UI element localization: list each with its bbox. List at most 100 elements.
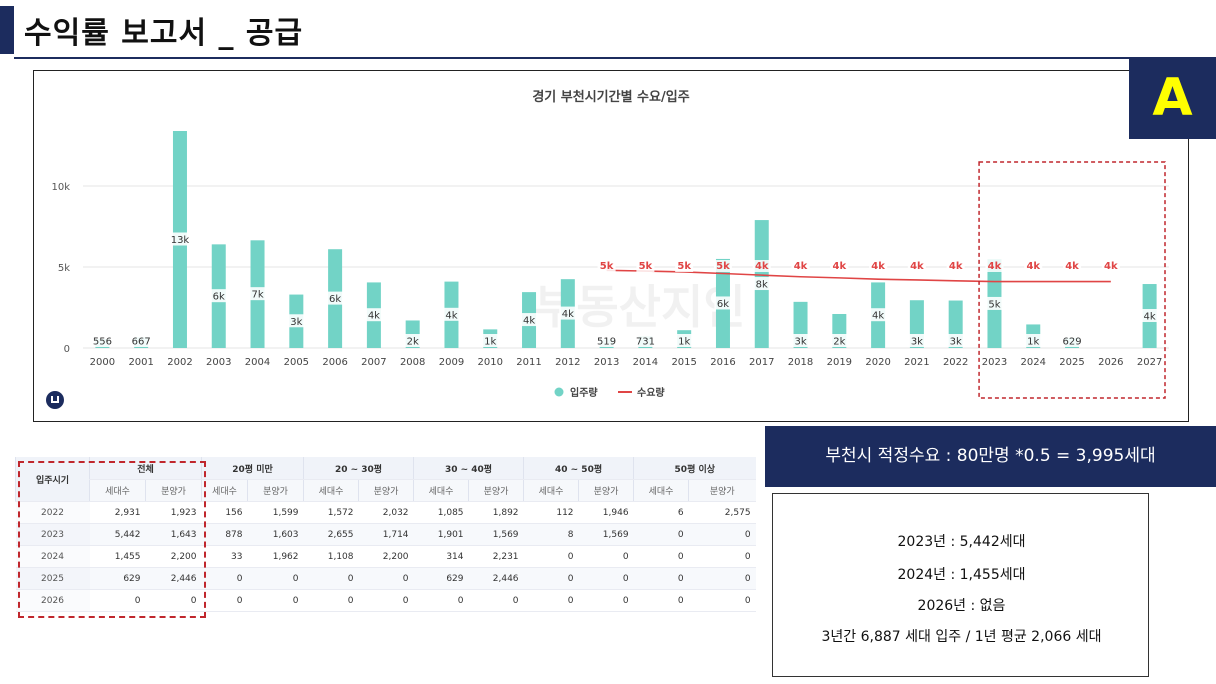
table-cell: 8 xyxy=(523,523,579,546)
x-tick-label: 2007 xyxy=(361,357,386,368)
header-group: 30 ~ 40평 xyxy=(413,457,524,480)
summary-line: 3년간 6,887 세대 입주 / 1년 평균 2,066 세대 xyxy=(821,629,1102,645)
bar-value-label: 4k xyxy=(869,308,887,322)
bar-value-label: 1k xyxy=(1024,334,1042,348)
y-tick-label: 5k xyxy=(58,263,70,274)
table-cell: 0 xyxy=(358,589,414,612)
table-cell: 0 xyxy=(688,523,756,546)
svg-text:4k: 4k xyxy=(949,261,963,272)
x-tick-label: 2010 xyxy=(478,357,503,368)
summary-line: 2026년 : 없음 xyxy=(917,598,1006,614)
table-cell: 0 xyxy=(633,545,689,568)
section-badge: A xyxy=(1129,58,1216,139)
summary-box: 2023년 : 5,442세대 2024년 : 1,455세대 2026년 : … xyxy=(772,493,1149,677)
header-group: 20 ~ 30평 xyxy=(302,457,414,480)
header-sub: 분양가 xyxy=(247,479,304,502)
bar-value-label: 629 xyxy=(1060,334,1084,348)
y-tick-label: 0 xyxy=(64,344,70,355)
svg-text:6k: 6k xyxy=(717,299,729,310)
svg-text:4k: 4k xyxy=(833,261,847,272)
svg-text:4k: 4k xyxy=(523,316,535,327)
svg-text:7k: 7k xyxy=(251,290,263,301)
svg-text:5k: 5k xyxy=(716,261,730,272)
line-value-label: 4k xyxy=(985,260,1004,272)
bar-value-label: 6k xyxy=(714,296,732,310)
line-value-label: 5k xyxy=(636,260,655,272)
demand-banner: 부천시 적정수요 : 80만명 *0.5 = 3,995세대 xyxy=(765,426,1216,487)
svg-text:4k: 4k xyxy=(1065,261,1079,272)
home-logo-icon[interactable] xyxy=(46,391,64,409)
bar-value-label: 556 xyxy=(90,334,115,348)
summary-line: 2024년 : 1,455세대 xyxy=(897,567,1026,583)
table-highlight-box xyxy=(18,461,206,618)
table-cell: 2,575 xyxy=(688,501,756,524)
x-tick-label: 2017 xyxy=(749,357,774,368)
x-tick-label: 2020 xyxy=(865,357,890,368)
y-tick-label: 10k xyxy=(51,182,70,193)
svg-text:4k: 4k xyxy=(562,309,574,320)
svg-text:6k: 6k xyxy=(329,294,341,305)
table-cell: 0 xyxy=(201,589,248,612)
table-cell: 0 xyxy=(201,567,248,590)
svg-text:1k: 1k xyxy=(484,337,496,348)
line-value-label: 5k xyxy=(675,260,694,272)
table-cell: 1,923 xyxy=(145,501,202,524)
table-cell: 0 xyxy=(247,567,304,590)
bar-value-label: 3k xyxy=(287,314,305,328)
row-year: 2022 xyxy=(15,501,90,524)
svg-text:2k: 2k xyxy=(407,337,419,348)
bar-value-label: 3k xyxy=(947,334,965,348)
x-tick-label: 2005 xyxy=(284,357,309,368)
table-cell: 0 xyxy=(578,567,634,590)
line-value-label: 5k xyxy=(597,260,616,272)
table-cell: 1,572 xyxy=(303,501,359,524)
row-year: 2026 xyxy=(15,589,90,612)
bar-value-label: 1k xyxy=(481,334,499,348)
bar-value-label: 731 xyxy=(633,334,658,348)
x-tick-label: 2026 xyxy=(1098,357,1123,368)
table-cell: 0 xyxy=(633,523,689,546)
table-cell: 0 xyxy=(303,567,359,590)
line-value-label: 4k xyxy=(830,260,849,272)
x-tick-label: 2014 xyxy=(633,357,658,368)
table-cell: 1,892 xyxy=(468,501,524,524)
header-year: 입주시기 xyxy=(15,457,90,502)
svg-text:556: 556 xyxy=(93,337,112,348)
header-sub: 세대수 xyxy=(523,479,579,502)
table-row: 2022 2,931 1,923 156 1,599 1,572 2,032 1,085 1,8… xyxy=(15,501,756,524)
table-row: 2024 1,455 2,200 33 1,962 1,108 2,200 314 2,231 0… xyxy=(15,545,756,568)
row-year: 2023 xyxy=(15,523,90,546)
svg-text:4k: 4k xyxy=(368,311,380,322)
svg-text:4k: 4k xyxy=(872,311,884,322)
line-value-label: 4k xyxy=(1024,260,1043,272)
x-tick-label: 2008 xyxy=(400,357,425,368)
header-group: 40 ~ 50평 xyxy=(523,457,634,480)
table-row: 2026 0 0 0 0 0 0 0 0 0 0 0 0 xyxy=(15,589,756,612)
table-row: 2025 629 2,446 0 0 0 0 629 2,446 0 0 0 0 xyxy=(15,567,756,590)
bar-value-label: 4k xyxy=(442,307,461,321)
table-cell: 1,946 xyxy=(578,501,634,524)
x-tick-label: 2016 xyxy=(710,357,735,368)
table-cell: 0 xyxy=(688,567,756,590)
bar-value-label: 4k xyxy=(365,308,383,322)
table-cell: 629 xyxy=(413,567,469,590)
summary-line: 2023년 : 5,442세대 xyxy=(897,534,1026,550)
line-value-label: 4k xyxy=(1101,260,1120,272)
header-sub: 세대수 xyxy=(201,479,248,502)
header-group: 20평 미만 xyxy=(201,457,304,480)
line-value-label: 5k xyxy=(713,260,732,272)
table-cell: 0 xyxy=(578,545,634,568)
title-accent xyxy=(0,6,14,54)
x-tick-label: 2019 xyxy=(827,357,852,368)
table-cell: 0 xyxy=(247,589,304,612)
svg-text:519: 519 xyxy=(597,337,616,348)
table-cell: 2,231 xyxy=(468,545,524,568)
header-sub: 세대수 xyxy=(303,479,359,502)
row-year: 2025 xyxy=(15,567,90,590)
table-cell: 0 xyxy=(358,567,414,590)
svg-text:629: 629 xyxy=(1062,337,1081,348)
table-cell: 0 xyxy=(578,589,634,612)
svg-text:5k: 5k xyxy=(639,261,653,272)
x-tick-label: 2027 xyxy=(1137,357,1162,368)
table-cell: 0 xyxy=(89,589,146,612)
